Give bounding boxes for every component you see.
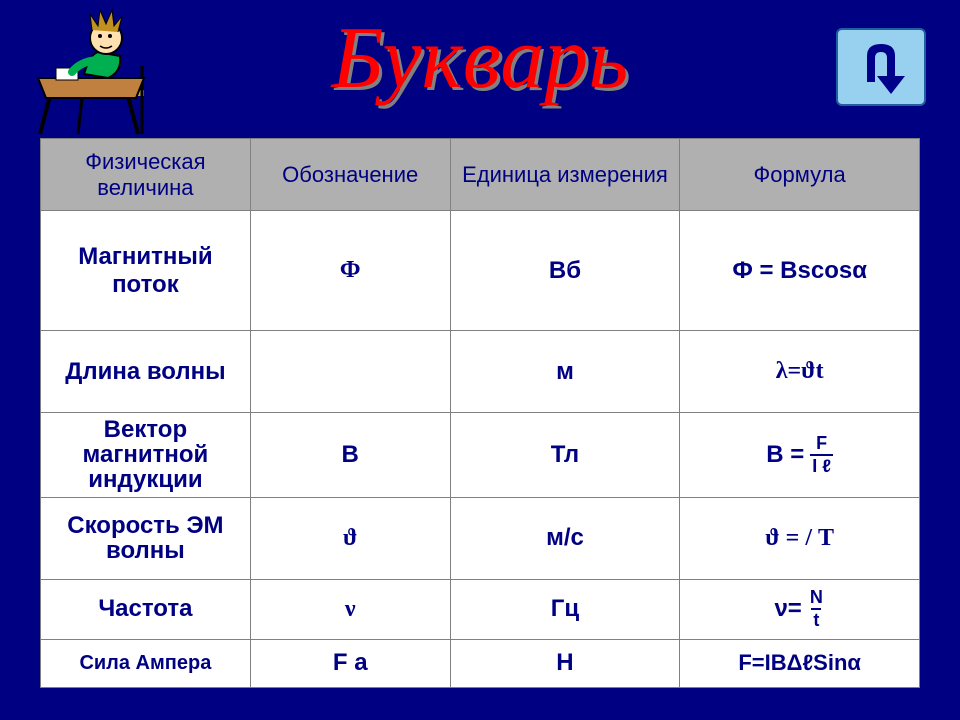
table-row: Вектор магнитной индукции В Тл B = F I ℓ: [41, 413, 920, 498]
cell-symbol: ν: [250, 579, 450, 639]
formula-prefix: ν=: [774, 595, 801, 623]
cell-symbol: [250, 331, 450, 413]
cell-quantity: Вектор магнитной индукции: [41, 413, 251, 498]
fraction-denominator: I ℓ: [810, 454, 833, 476]
table-header-row: Физическая величина Обозначение Единица …: [41, 139, 920, 211]
cell-formula: Ф = Bscosα: [680, 211, 920, 331]
table-row: Длина волны м λ=ϑt: [41, 331, 920, 413]
cell-unit: Н: [450, 639, 680, 687]
table-row: Сила Ампера F а Н F=IBΔℓSinα: [41, 639, 920, 687]
cell-quantity: Магнитный поток: [41, 211, 251, 331]
student-at-desk-illustration: [20, 6, 170, 136]
cell-formula: ν= N t: [680, 579, 920, 639]
cell-formula: F=IBΔℓSinα: [680, 639, 920, 687]
cell-quantity: Сила Ампера: [41, 639, 251, 687]
col-header-quantity: Физическая величина: [41, 139, 251, 211]
formula-prefix: B =: [766, 441, 804, 469]
col-header-symbol: Обозначение: [250, 139, 450, 211]
u-turn-arrow-icon: [851, 38, 911, 96]
col-header-unit: Единица измерения: [450, 139, 680, 211]
cell-symbol: В: [250, 413, 450, 498]
cell-unit: Тл: [450, 413, 680, 498]
cell-quantity: Частота: [41, 579, 251, 639]
cell-unit: Гц: [450, 579, 680, 639]
fraction-numerator: F: [814, 434, 829, 454]
fraction-denominator: t: [811, 608, 821, 630]
cell-quantity: Длина волны: [41, 331, 251, 413]
cell-symbol: F а: [250, 639, 450, 687]
cell-quantity: Скорость ЭМ волны: [41, 497, 251, 579]
col-header-formula: Формула: [680, 139, 920, 211]
cell-symbol: ϑ: [250, 497, 450, 579]
formula-fraction: F I ℓ: [810, 434, 833, 476]
table-row: Магнитный поток Ф Вб Ф = Bscosα: [41, 211, 920, 331]
formula-fraction: N t: [808, 588, 825, 630]
cell-unit: Вб: [450, 211, 680, 331]
cell-unit: м/с: [450, 497, 680, 579]
cell-symbol: Ф: [250, 211, 450, 331]
cell-formula: B = F I ℓ: [680, 413, 920, 498]
table-row: Скорость ЭМ волны ϑ м/с ϑ = / T: [41, 497, 920, 579]
fraction-numerator: N: [808, 588, 825, 608]
back-button[interactable]: [836, 28, 926, 106]
physics-primer-table: Физическая величина Обозначение Единица …: [40, 138, 920, 688]
cell-formula: λ=ϑt: [680, 331, 920, 413]
cell-formula: ϑ = / T: [680, 497, 920, 579]
page-title: Букварь: [332, 8, 629, 109]
table-row: Частота ν Гц ν= N t: [41, 579, 920, 639]
cell-unit: м: [450, 331, 680, 413]
